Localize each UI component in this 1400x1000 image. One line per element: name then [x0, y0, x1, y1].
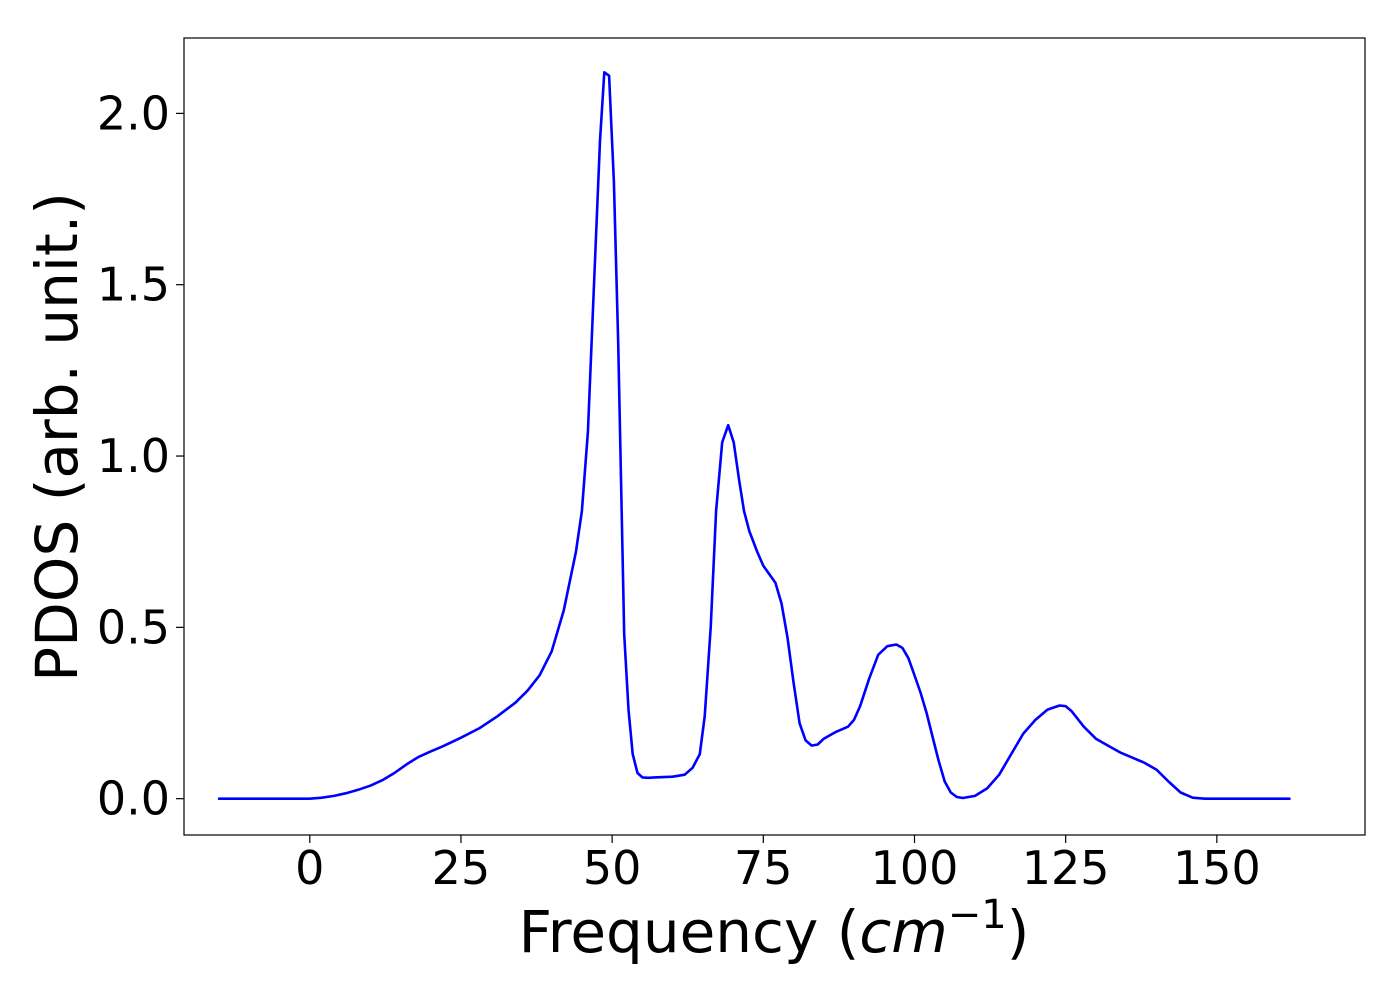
y-axis-ticks: 0.0 0.5 1.0 1.5 2.0 [97, 86, 184, 826]
y-tick-label: 1.0 [97, 429, 170, 483]
x-tick-label: 50 [583, 841, 642, 895]
x-axis-title-close: ) [1007, 898, 1030, 966]
x-axis-title-superscript: −1 [948, 892, 1007, 938]
x-axis-title-text: Frequency ( [519, 898, 860, 966]
y-tick-label: 0.5 [97, 600, 170, 654]
x-axis-title: Frequency (cm−1) [519, 892, 1030, 966]
pdos-series-line [217, 71, 1291, 801]
x-tick-label: 75 [734, 841, 793, 895]
x-tick-label: 125 [1022, 841, 1110, 895]
y-tick-label: 1.5 [97, 258, 170, 312]
x-tick-label: 100 [871, 841, 959, 895]
y-tick-label: 2.0 [97, 86, 170, 140]
x-axis-ticks: 0 25 50 75 100 125 150 [295, 835, 1261, 895]
x-axis-title-math: cm [859, 898, 947, 966]
x-tick-label: 150 [1173, 841, 1261, 895]
y-tick-label: 0.0 [97, 772, 170, 826]
x-tick-label: 0 [295, 841, 324, 895]
x-tick-label: 25 [432, 841, 491, 895]
plot-area-frame [183, 37, 1366, 836]
y-axis-title: PDOS (arb. unit.) [23, 192, 91, 682]
